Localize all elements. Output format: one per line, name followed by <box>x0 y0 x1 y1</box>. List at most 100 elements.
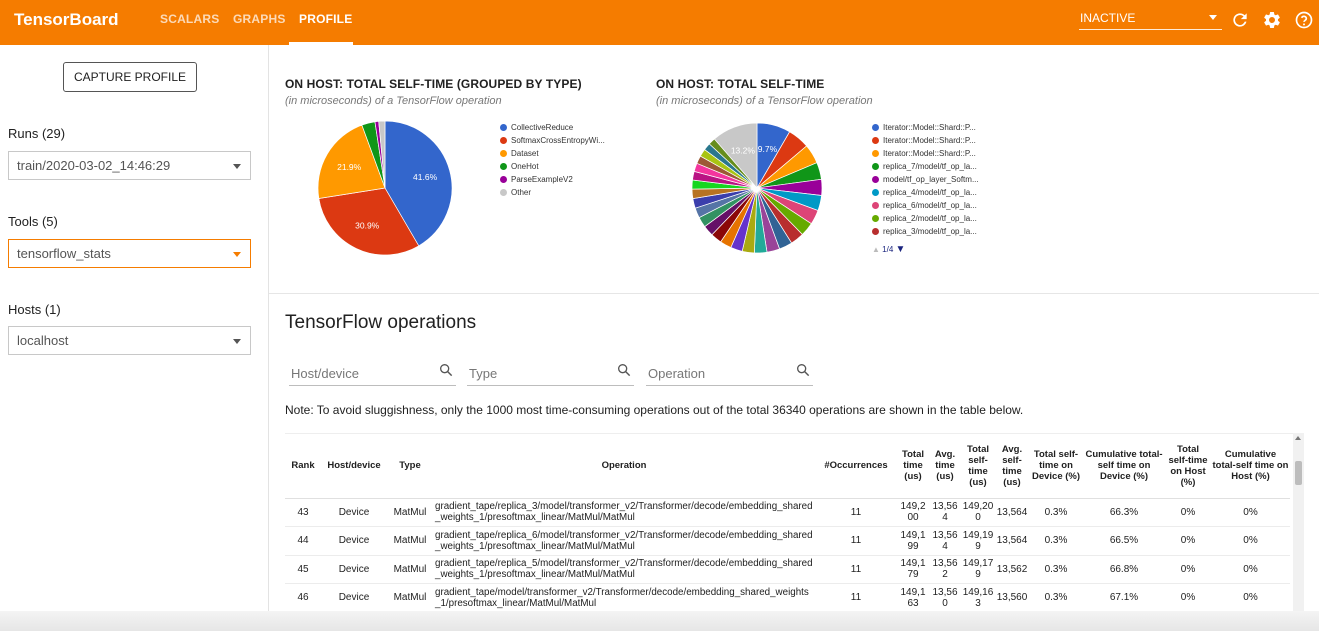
tab-graphs[interactable]: GRAPHS <box>233 12 286 26</box>
table-cell: MatMul <box>387 498 433 527</box>
legend-item[interactable]: Iterator::Model::Shard::P... <box>872 136 976 145</box>
operation-input[interactable] <box>646 362 786 384</box>
refresh-icon[interactable] <box>1230 10 1250 30</box>
table-row[interactable]: 43 Device MatMul gradient_tape/replica_3/mo… <box>285 498 1290 527</box>
legend-pager[interactable]: ▲ 1/4 ▼ <box>872 244 905 255</box>
column-header[interactable]: Avg. self-time (us) <box>995 434 1029 498</box>
column-header[interactable]: Total self-time on Host (%) <box>1165 434 1211 498</box>
type-filter[interactable] <box>467 360 634 386</box>
plugin-selector[interactable]: INACTIVE <box>1079 8 1222 30</box>
legend-item[interactable]: Iterator::Model::Shard::P... <box>872 149 976 158</box>
table-cell: 66.5% <box>1083 527 1165 556</box>
help-icon[interactable] <box>1294 10 1314 30</box>
triangle-up-icon[interactable]: ▲ <box>872 245 880 254</box>
table-cell: 43 <box>285 498 321 527</box>
table-row[interactable]: 46 Device MatMul gradient_tape/model/transf… <box>285 584 1290 612</box>
legend-item[interactable]: Iterator::Model::Shard::P... <box>872 123 976 132</box>
gear-icon[interactable] <box>1262 10 1282 30</box>
pie-chart-by-op[interactable]: 9.7%13.2% <box>692 123 822 253</box>
host-device-input[interactable] <box>289 362 429 384</box>
pie-chart-by-type[interactable]: 41.6% 30.9% 21.9% <box>318 121 452 255</box>
column-header[interactable]: Rank <box>285 434 321 498</box>
column-header[interactable]: Total time (us) <box>897 434 929 498</box>
table-cell: MatMul <box>387 527 433 556</box>
triangle-down-icon[interactable]: ▼ <box>896 244 906 255</box>
column-header[interactable]: Cumulative total-self time on Device (%) <box>1083 434 1165 498</box>
table-cell: 149,199 <box>897 527 929 556</box>
table-cell: MatMul <box>387 555 433 584</box>
operations-title: TensorFlow operations <box>285 312 476 334</box>
tab-scalars[interactable]: SCALARS <box>160 12 219 26</box>
table-scrollbar[interactable] <box>1293 433 1304 611</box>
column-header[interactable]: Avg. time (us) <box>929 434 961 498</box>
column-header[interactable]: Type <box>387 434 433 498</box>
legend-item[interactable]: model/tf_op_layer_Softm... <box>872 175 979 184</box>
column-header[interactable]: Operation <box>433 434 815 498</box>
search-icon[interactable] <box>438 362 454 378</box>
slice-label: 9.7% <box>758 144 778 154</box>
hosts-select[interactable]: localhost <box>8 326 251 355</box>
table-cell: 149,163 <box>961 584 995 612</box>
column-header[interactable]: Cumulative total-self time on Host (%) <box>1211 434 1290 498</box>
legend-label: replica_3/model/tf_op_la... <box>883 227 977 236</box>
runs-label: Runs (29) <box>8 126 65 141</box>
legend-label: Iterator::Model::Shard::P... <box>883 136 976 145</box>
host-device-filter[interactable] <box>289 360 456 386</box>
chart-type-subtitle: (in microseconds) of a TensorFlow operat… <box>285 95 502 107</box>
slice-label: 21.9% <box>337 162 362 172</box>
table-row[interactable]: 44 Device MatMul gradient_tape/replica_6/mo… <box>285 527 1290 556</box>
legend-item[interactable]: replica_3/model/tf_op_la... <box>872 227 977 236</box>
capture-profile-button[interactable]: CAPTURE PROFILE <box>63 62 197 92</box>
table-cell: Device <box>321 498 387 527</box>
legend-item[interactable]: replica_7/model/tf_op_la... <box>872 162 977 171</box>
legend-label: replica_7/model/tf_op_la... <box>883 162 977 171</box>
legend-item[interactable]: OneHot <box>500 162 539 171</box>
table-cell: 0% <box>1211 555 1290 584</box>
search-icon[interactable] <box>795 362 811 378</box>
chevron-down-icon <box>233 339 241 344</box>
table-cell: 149,200 <box>897 498 929 527</box>
plugin-selector-value: INACTIVE <box>1080 11 1135 25</box>
legend-label: replica_6/model/tf_op_la... <box>883 201 977 210</box>
column-header[interactable]: #Occurrences <box>815 434 897 498</box>
legend-item[interactable]: ParseExampleV2 <box>500 175 573 184</box>
table-header-row: Rank Host/device Type Operation #Occurrences… <box>285 434 1290 498</box>
tab-profile[interactable]: PROFILE <box>299 12 352 26</box>
runs-select[interactable]: train/2020-03-02_14:46:29 <box>8 151 251 180</box>
operation-filter[interactable] <box>646 360 813 386</box>
column-header[interactable]: Host/device <box>321 434 387 498</box>
column-header[interactable]: Total self-time on Device (%) <box>1029 434 1083 498</box>
active-tab-indicator <box>289 42 353 45</box>
table-cell: gradient_tape/replica_6/model/transforme… <box>433 527 815 556</box>
chart-op-title: ON HOST: TOTAL SELF-TIME <box>656 77 824 91</box>
table-cell: 0.3% <box>1029 555 1083 584</box>
scroll-up-arrow[interactable] <box>1295 436 1301 440</box>
legend-item[interactable]: Other <box>500 188 531 197</box>
table-cell: 0% <box>1165 498 1211 527</box>
tools-select[interactable]: tensorflow_stats <box>8 239 251 268</box>
type-input[interactable] <box>467 362 607 384</box>
legend-item[interactable]: Dataset <box>500 149 539 158</box>
scroll-thumb[interactable] <box>1295 461 1302 485</box>
legend-label: model/tf_op_layer_Softm... <box>883 175 979 184</box>
table-cell: 0.3% <box>1029 584 1083 612</box>
table-cell: 44 <box>285 527 321 556</box>
operations-table-container: Rank Host/device Type Operation #Occurrences… <box>285 433 1304 611</box>
legend-item[interactable]: replica_6/model/tf_op_la... <box>872 201 977 210</box>
slice-label: 41.6% <box>413 172 438 182</box>
table-cell: 11 <box>815 498 897 527</box>
table-cell: 67.1% <box>1083 584 1165 612</box>
legend-item[interactable]: replica_2/model/tf_op_la... <box>872 214 977 223</box>
chart-type-title: ON HOST: TOTAL SELF-TIME (GROUPED BY TYP… <box>285 77 582 91</box>
search-icon[interactable] <box>616 362 632 378</box>
table-cell: 13,560 <box>929 584 961 612</box>
table-row[interactable]: 45 Device MatMul gradient_tape/replica_5/mo… <box>285 555 1290 584</box>
chevron-down-icon <box>1209 15 1217 20</box>
pager-label: 1/4 <box>882 245 893 254</box>
legend-item[interactable]: SoftmaxCrossEntropyWi... <box>500 136 605 145</box>
hosts-label: Hosts (1) <box>8 302 61 317</box>
legend-item[interactable]: replica_4/model/tf_op_la... <box>872 188 977 197</box>
column-header[interactable]: Total self-time (us) <box>961 434 995 498</box>
legend-label: Dataset <box>511 149 539 158</box>
legend-item[interactable]: CollectiveReduce <box>500 123 573 132</box>
